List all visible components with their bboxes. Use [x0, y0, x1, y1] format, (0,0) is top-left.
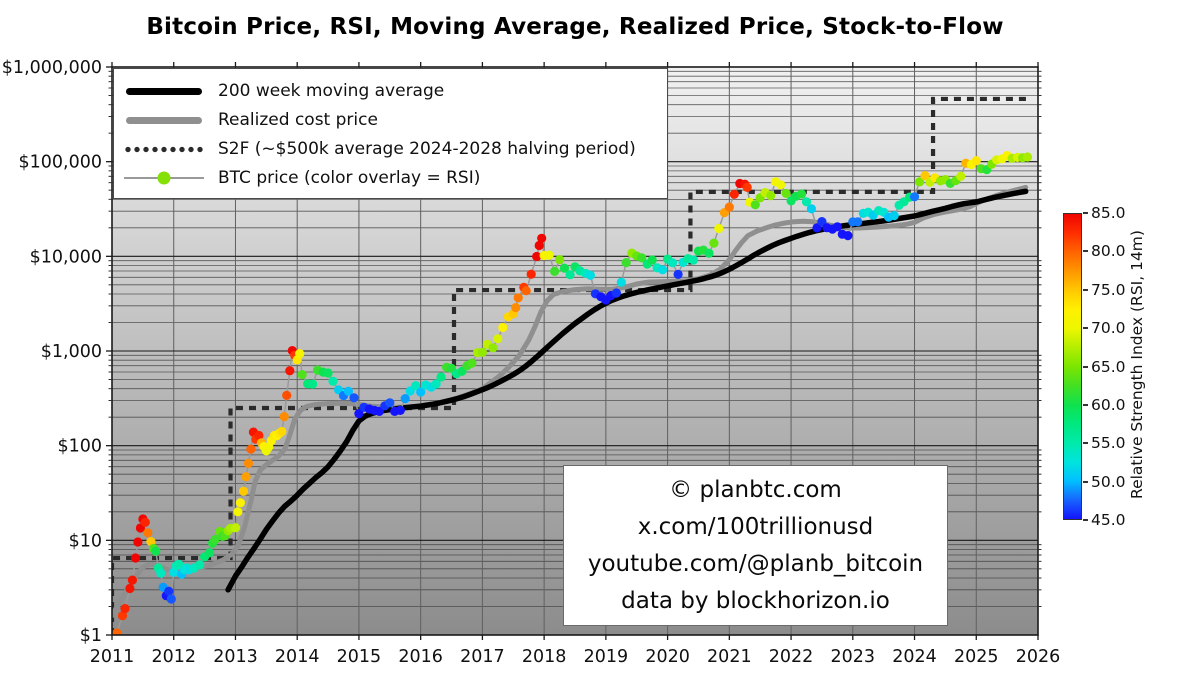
- legend-label: BTC price (color overlay = RSI): [218, 167, 481, 188]
- colorbar-tick-label: 45.0: [1091, 511, 1126, 529]
- colorbar-tick-label: 55.0: [1091, 434, 1126, 453]
- colorbar-tick-label: 50.0: [1091, 472, 1126, 491]
- x-tick-label: 2014: [275, 647, 320, 667]
- x-tick-label: 2013: [213, 647, 258, 667]
- x-tick-label: 2026: [1016, 647, 1061, 667]
- y-tick-label: $1,000,000: [2, 58, 102, 78]
- colorbar-tick: [1083, 288, 1088, 291]
- thick-gray-line-swatch: [124, 113, 204, 127]
- y-tick-label: $1: [80, 626, 102, 646]
- x-tick-label: 2012: [151, 647, 196, 667]
- rsi-colorbar: [1063, 213, 1082, 520]
- legend-label: Realized cost price: [218, 109, 378, 130]
- colorbar-tick-label: 85.0: [1091, 204, 1126, 222]
- legend-label: 200 week moving average: [218, 80, 445, 101]
- x-tick-label: 2022: [769, 647, 814, 667]
- dotted-line-swatch: [124, 142, 204, 156]
- watermark-youtube: youtube.com/@planb_bitcoin: [587, 551, 924, 577]
- watermark-copyright: © planbtc.com: [669, 477, 842, 503]
- x-tick-label: 2020: [645, 647, 690, 667]
- legend-item-realized-price: Realized cost price: [124, 105, 657, 134]
- x-tick-label: 2015: [337, 647, 382, 667]
- colorbar-tick-label: 65.0: [1091, 357, 1126, 376]
- x-tick-label: 2021: [707, 647, 752, 667]
- line-with-dot-swatch: [124, 171, 204, 185]
- x-tick-label: 2018: [522, 647, 567, 667]
- x-tick-label: 2019: [584, 647, 629, 667]
- x-tick-label: 2023: [831, 647, 876, 667]
- colorbar-tick: [1083, 365, 1088, 368]
- x-tick-label: 2017: [460, 647, 505, 667]
- watermark-box: © planbtc.com x.com/100trillionusd youtu…: [563, 465, 948, 626]
- colorbar-tick: [1083, 480, 1088, 483]
- colorbar-tick-label: 80.0: [1091, 242, 1126, 261]
- colorbar-tick: [1083, 212, 1088, 214]
- y-tick-label: $10,000: [30, 247, 102, 267]
- watermark-x-handle: x.com/100trillionusd: [637, 514, 874, 540]
- legend-label: S2F (~$500k average 2024-2028 halving pe…: [218, 138, 636, 159]
- axis-labels: 2011 2012 2013 2014 2015 2016 2017 2018 2019 2020…: [2, 58, 1060, 667]
- colorbar-tick-label: 70.0: [1091, 319, 1126, 338]
- x-tick-label: 2011: [90, 647, 135, 667]
- legend-item-btc-price: BTC price (color overlay = RSI): [124, 163, 657, 192]
- y-tick-label: $10: [69, 531, 102, 551]
- y-tick-label: $1,000: [41, 342, 102, 362]
- realized-price-line: [112, 184, 1029, 619]
- colorbar-tick: [1083, 250, 1088, 253]
- legend-item-200wma: 200 week moving average: [124, 76, 657, 105]
- x-tick-label: 2025: [954, 647, 999, 667]
- colorbar-tick-label: 75.0: [1091, 280, 1126, 299]
- x-tick-label: 2024: [892, 647, 937, 667]
- y-tick-label: $100,000: [18, 153, 102, 173]
- colorbar-tick: [1083, 403, 1088, 406]
- rsi-colorbar-label: Relative Strength Index (RSI, 14m): [1128, 230, 1146, 500]
- x-tick-label: 2016: [398, 647, 443, 667]
- thick-black-line-swatch: [124, 84, 204, 98]
- chart-title: Bitcoin Price, RSI, Moving Average, Real…: [146, 14, 1004, 40]
- btc-price-dots: [112, 151, 1033, 635]
- colorbar-tick-label: 60.0: [1091, 395, 1126, 414]
- legend-item-s2f: S2F (~$500k average 2024-2028 halving pe…: [124, 134, 657, 163]
- colorbar-tick: [1083, 327, 1088, 330]
- colorbar-tick: [1083, 519, 1088, 521]
- colorbar-tick: [1083, 442, 1088, 445]
- chart-legend: 200 week moving average Realized cost pr…: [113, 68, 668, 199]
- y-tick-label: $100: [57, 437, 102, 457]
- watermark-data-source: data by blockhorizon.io: [621, 588, 890, 614]
